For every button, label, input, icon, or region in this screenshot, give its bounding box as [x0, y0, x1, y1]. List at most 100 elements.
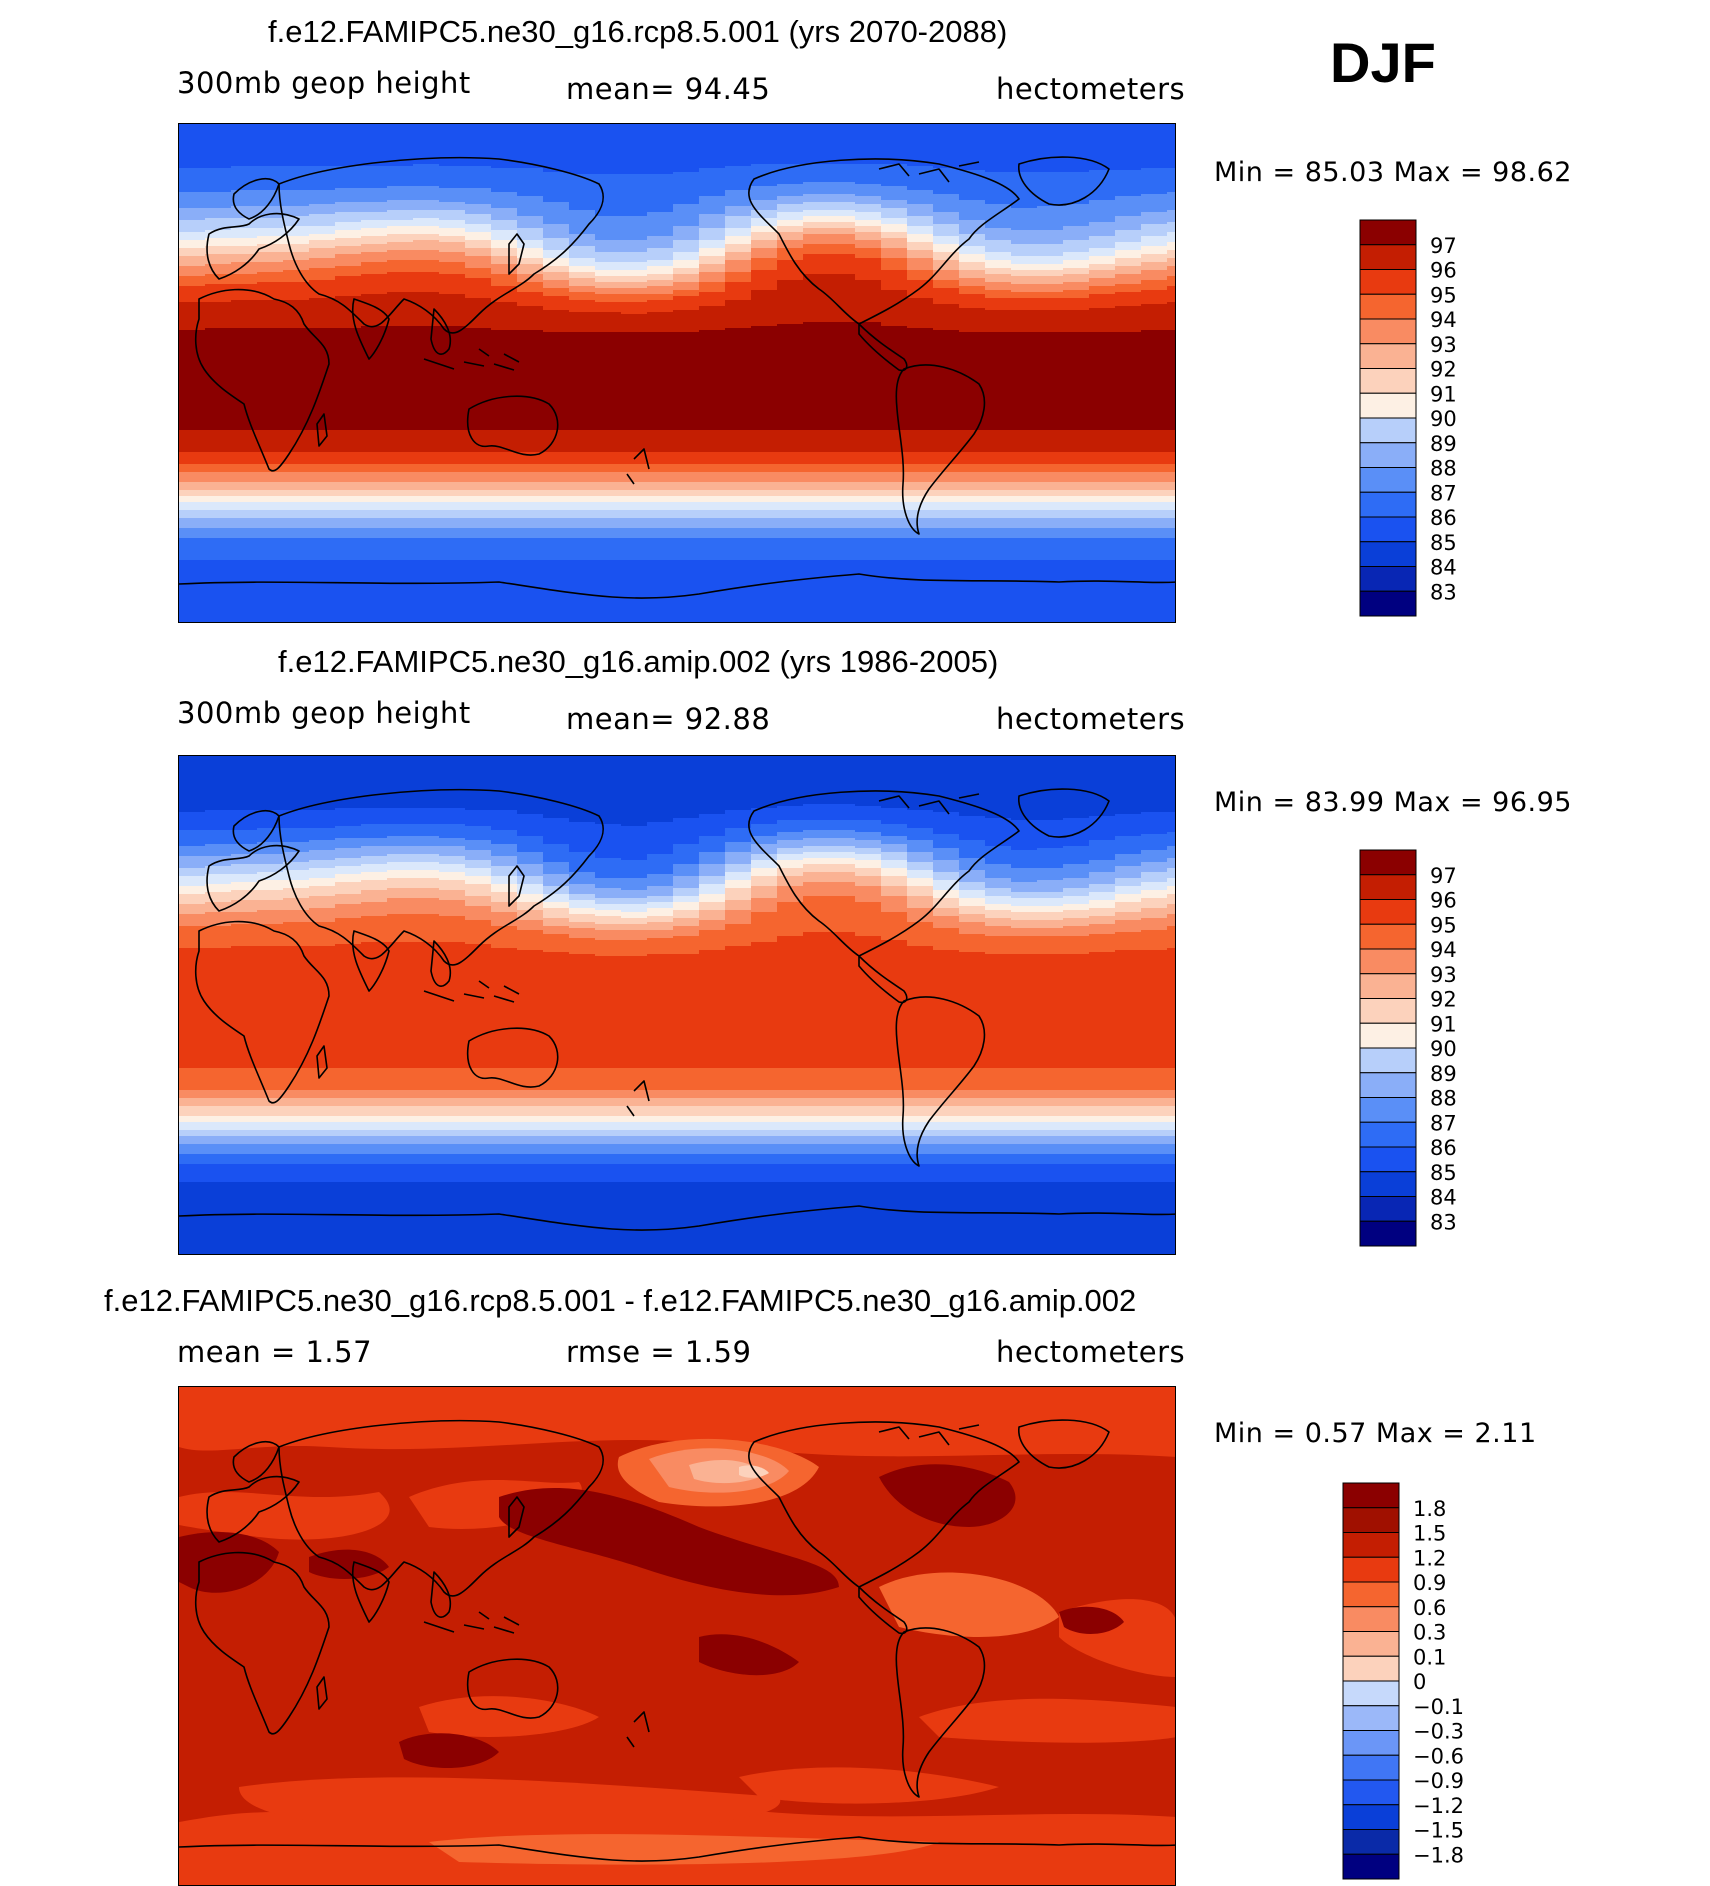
field-cell [673, 158, 700, 161]
field-cell [413, 530, 440, 533]
field-cell [283, 588, 310, 591]
field-cell [387, 336, 414, 339]
field-cell [673, 292, 700, 295]
field-cell [335, 584, 362, 587]
field-cell [543, 558, 570, 561]
field-cell [517, 582, 544, 585]
field-cell [569, 212, 596, 215]
field-cell [387, 438, 414, 441]
field-cell [283, 338, 310, 341]
field-cell [647, 202, 674, 205]
field-cell [413, 618, 440, 621]
field-cell [179, 610, 206, 613]
field-cell [647, 476, 674, 479]
field-cell [491, 154, 518, 157]
field-cell [673, 364, 700, 367]
field-cell [179, 358, 206, 361]
field-cell [205, 468, 232, 471]
field-cell [569, 312, 596, 315]
field-cell [231, 466, 258, 469]
field-cell [257, 364, 284, 367]
field-cell [569, 584, 596, 587]
field-cell [179, 202, 206, 205]
field-cell [465, 602, 492, 605]
field-cell [387, 278, 414, 281]
field-cell [231, 488, 258, 491]
field-cell [465, 524, 492, 527]
field-cell [257, 280, 284, 283]
field-cell [439, 186, 466, 189]
field-cell [543, 358, 570, 361]
field-cell [413, 194, 440, 197]
field-cell [387, 232, 414, 235]
field-cell [517, 220, 544, 223]
field-cell [387, 312, 414, 315]
field-cell [673, 282, 700, 285]
field-cell [335, 360, 362, 363]
field-cell [309, 500, 336, 503]
field-cell [309, 396, 336, 399]
field-cell [231, 608, 258, 611]
field-cell [491, 372, 518, 375]
field-cell [647, 310, 674, 313]
field-cell [595, 588, 622, 591]
field-cell [335, 318, 362, 321]
field-cell [205, 286, 232, 289]
field-cell [647, 302, 674, 305]
field-cell [595, 472, 622, 475]
field-cell [517, 364, 544, 367]
field-cell [179, 454, 206, 457]
field-cell [673, 402, 700, 405]
field-cell [595, 534, 622, 537]
field-cell [335, 432, 362, 435]
field-cell [361, 548, 388, 551]
field-cell [257, 352, 284, 355]
field-cell [543, 336, 570, 339]
field-cell [517, 494, 544, 497]
field-cell [439, 132, 466, 135]
field-cell [439, 324, 466, 327]
field-cell [335, 622, 362, 623]
field-cell [231, 572, 258, 575]
field-cell [465, 480, 492, 483]
field-cell [673, 392, 700, 395]
field-cell [595, 130, 622, 133]
field-cell [309, 274, 336, 277]
field-cell [387, 508, 414, 511]
field-cell [309, 278, 336, 281]
field-cell [179, 160, 206, 163]
field-cell [283, 230, 310, 233]
field-cell [491, 224, 518, 227]
field-cell [621, 184, 648, 187]
field-cell [439, 620, 466, 622]
field-cell [309, 148, 336, 151]
field-cell [335, 430, 362, 433]
field-cell [335, 156, 362, 159]
field-cell [361, 124, 388, 127]
field-cell [595, 458, 622, 461]
field-cell [231, 584, 258, 587]
field-cell [361, 390, 388, 393]
field-cell [283, 270, 310, 273]
field-cell [231, 450, 258, 453]
field-cell [205, 348, 232, 351]
field-cell [465, 148, 492, 151]
field-cell [673, 418, 700, 421]
field-cell [387, 452, 414, 455]
field-cell [387, 362, 414, 365]
field-cell [647, 308, 674, 311]
field-cell [621, 480, 648, 483]
field-cell [491, 156, 518, 159]
field-cell [257, 562, 284, 565]
field-cell [569, 358, 596, 361]
field-cell [413, 494, 440, 497]
field-cell [387, 176, 414, 179]
field-cell [439, 208, 466, 211]
field-cell [465, 368, 492, 371]
field-cell [491, 150, 518, 153]
field-cell [543, 210, 570, 213]
field-cell [491, 238, 518, 241]
field-cell [647, 510, 674, 513]
field-cell [595, 434, 622, 437]
field-cell [647, 572, 674, 575]
